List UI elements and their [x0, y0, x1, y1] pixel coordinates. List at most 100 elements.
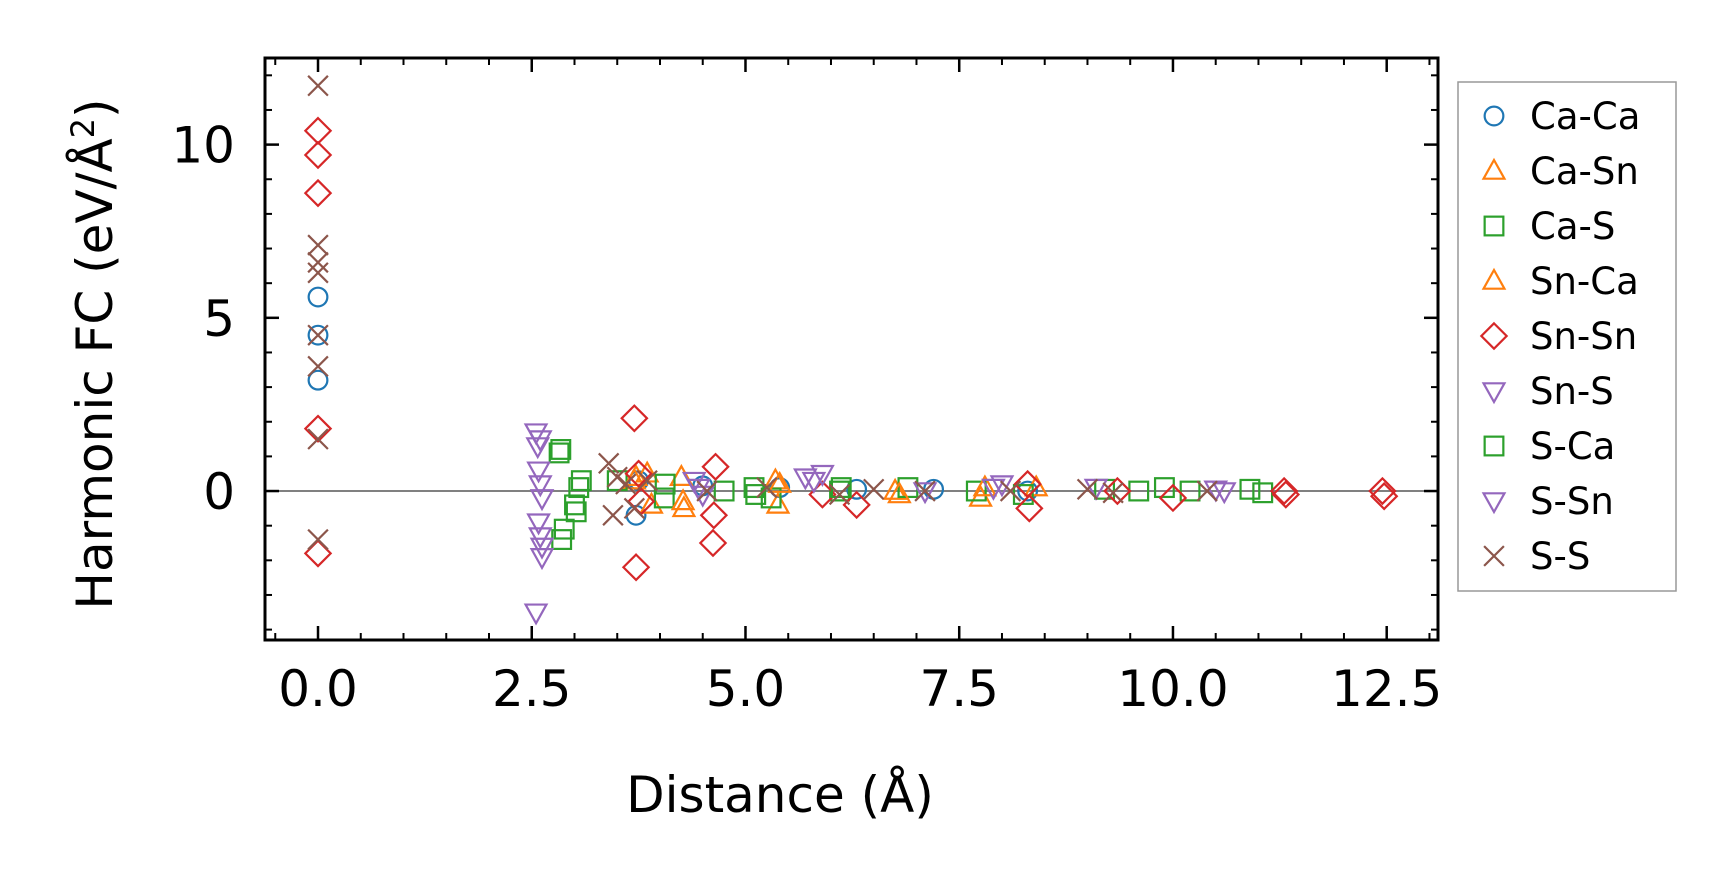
data-point-ca-sn	[669, 463, 694, 486]
data-point-s-s	[999, 480, 1022, 502]
data-point-ca-s	[713, 480, 735, 502]
data-point-ca-sn	[882, 477, 908, 500]
data-point-s-s	[914, 480, 936, 502]
legend-marker-ca-ca	[1483, 105, 1505, 127]
data-point-sn-s	[527, 475, 553, 498]
legend-box	[1457, 81, 1677, 592]
data-point-s-s	[756, 476, 778, 499]
legend-label-s-s: S-S	[1530, 535, 1590, 578]
data-point-s-s	[623, 497, 646, 520]
legend: Ca-Ca Ca-Sn Ca-S Sn-Ca Sn-Sn Sn-S S-Ca S-Sn S-S	[1457, 81, 1677, 592]
data-point-s-s	[598, 452, 620, 474]
data-point-s-s	[307, 234, 329, 256]
data-point-sn-s	[529, 489, 555, 512]
legend-label-ca-ca: Ca-Ca	[1530, 95, 1640, 138]
data-point-s-ca	[745, 484, 767, 505]
data-point-s-s	[1196, 480, 1218, 502]
legend-label-s-sn: S-Sn	[1530, 480, 1614, 523]
x-tick-label: 2.5	[492, 660, 572, 718]
data-point-s-s	[307, 262, 329, 284]
legend-marker-s-s	[1483, 545, 1505, 567]
series-sn-s	[523, 423, 1229, 626]
data-point-ca-ca	[307, 369, 329, 391]
data-point-ca-ca	[307, 324, 329, 346]
y-tick-label: 10	[171, 117, 235, 175]
data-point-sn-sn	[1158, 483, 1188, 513]
data-point-ca-s	[565, 501, 587, 523]
legend-label-sn-s: Sn-S	[1530, 370, 1614, 413]
data-point-sn-sn	[1368, 476, 1397, 506]
data-point-s-s	[863, 478, 885, 500]
data-point-sn-sn	[303, 414, 333, 443]
data-point-sn-ca	[767, 470, 793, 493]
data-point-sn-sn	[624, 459, 653, 488]
plot-area	[265, 75, 1438, 626]
data-point-sn-s	[525, 437, 551, 460]
data-point-sn-s	[529, 548, 555, 571]
data-point-s-sn	[801, 471, 827, 494]
legend-label-ca-s: Ca-S	[1530, 205, 1615, 248]
data-point-sn-sn	[1269, 476, 1299, 506]
x-tick-label: 0.0	[278, 660, 358, 718]
data-point-sn-ca	[887, 481, 912, 504]
data-point-s-s	[307, 355, 329, 377]
y-axis-label-close: )	[66, 98, 124, 118]
legend-marker-s-ca	[1483, 435, 1505, 457]
data-point-s-s	[602, 504, 624, 526]
data-point-s-s	[696, 480, 718, 502]
legend-label-s-ca: S-Ca	[1530, 425, 1615, 468]
series-s-s	[307, 75, 1218, 551]
data-point-ca-ca	[1017, 480, 1039, 502]
x-tick-label: 10.0	[1117, 660, 1228, 718]
axis-ticks	[263, 56, 1440, 642]
data-point-sn-sn	[303, 178, 333, 208]
data-point-s-s	[606, 466, 628, 488]
y-tick-label: 5	[203, 290, 235, 348]
data-point-sn-sn	[1015, 494, 1044, 523]
data-point-s-ca	[550, 439, 572, 460]
data-point-sn-s	[989, 475, 1015, 498]
data-point-sn-sn	[842, 490, 871, 520]
data-point-s-sn	[981, 478, 1006, 501]
data-point-sn-ca	[670, 488, 696, 511]
data-point-s-s	[307, 324, 329, 346]
legend-label-ca-sn: Ca-Sn	[1530, 150, 1639, 193]
data-point-sn-sn	[1103, 476, 1132, 506]
x-axis-label: Distance (Å)	[626, 766, 934, 824]
y-axis-label-main: Harmonic FC (eV/Å	[66, 138, 124, 609]
y-axis-label: Harmonic FC (eV/Å2)	[64, 98, 124, 609]
data-point-sn-s	[526, 513, 551, 536]
data-point-ca-s	[653, 487, 675, 509]
data-point-s-s	[1102, 482, 1124, 504]
data-point-sn-sn	[699, 501, 729, 530]
y-tick-label: 0	[203, 463, 235, 521]
plot-frame	[263, 56, 1440, 642]
legend-marker-sn-sn	[1479, 321, 1509, 351]
data-point-ca-ca	[307, 286, 329, 308]
data-point-s-s	[307, 428, 329, 450]
legend-label-sn-ca: Sn-Ca	[1530, 260, 1639, 303]
data-point-s-s	[828, 483, 851, 506]
data-point-ca-s	[548, 442, 570, 464]
legend-marker-s-sn	[1481, 492, 1507, 515]
x-tick-label: 7.5	[919, 660, 999, 718]
data-point-s-ca	[654, 473, 676, 495]
data-point-sn-sn	[620, 404, 649, 433]
data-point-ca-s	[568, 477, 590, 499]
legend-marker-sn-ca	[1481, 267, 1507, 290]
data-point-s-s	[307, 251, 329, 274]
data-point-sn-sn	[303, 140, 333, 170]
data-point-sn-s	[912, 482, 938, 505]
data-point-ca-s	[570, 470, 592, 492]
data-point-s-s	[636, 469, 658, 492]
x-tick-label: 5.0	[706, 660, 786, 718]
series-s-ca	[550, 439, 852, 516]
legend-marker-sn-s	[1481, 382, 1507, 405]
data-point-ca-s	[965, 480, 987, 502]
data-point-ca-s	[1239, 478, 1261, 500]
data-point-sn-sn	[621, 553, 651, 582]
data-point-sn-sn	[701, 452, 730, 481]
data-point-sn-ca	[972, 474, 998, 497]
